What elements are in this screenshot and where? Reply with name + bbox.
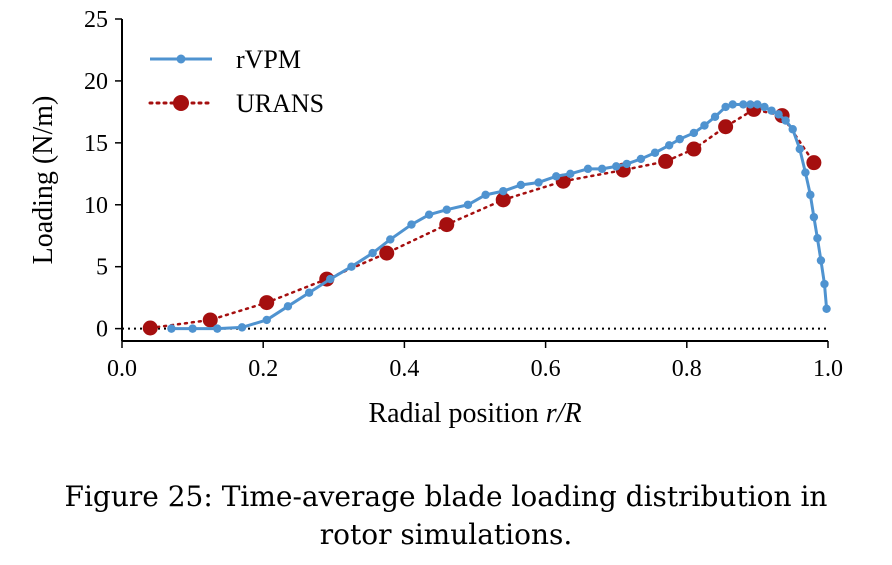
rvpm-point <box>213 324 222 333</box>
rvpm-point <box>675 134 684 144</box>
rvpm-point <box>728 100 737 109</box>
y-tick-label: 5 <box>96 255 108 281</box>
rvpm-point <box>689 128 699 138</box>
y-axis-label: Loading (N/m) <box>28 96 59 265</box>
urans-point <box>202 312 218 328</box>
rvpm-point <box>424 210 434 219</box>
legend: rVPM URANS <box>148 45 324 118</box>
urans-point <box>718 119 734 135</box>
blade-loading-chart: 0.0 0.2 0.4 0.6 0.8 1.0 0 5 10 15 20 25 Loading (N/… <box>28 7 843 429</box>
x-axis-label-text: Radial position <box>368 398 545 429</box>
urans-point <box>686 141 702 157</box>
legend-urans-label: URANS <box>236 89 324 118</box>
rvpm-point <box>612 162 621 171</box>
rvpm-point <box>499 186 508 196</box>
rvpm-point <box>463 200 473 209</box>
rvpm-series-line <box>171 102 829 331</box>
caption-line-1: Figure 25: Time-average blade loading di… <box>64 480 828 513</box>
x-tick-label: 0.6 <box>531 356 561 382</box>
axis-ticks: 0.0 0.2 0.4 0.6 0.8 1.0 0 5 10 15 20 25 <box>84 7 843 382</box>
x-tick-label: 0.8 <box>672 356 702 382</box>
rvpm-point <box>788 125 797 134</box>
rvpm-point <box>636 154 646 164</box>
rvpm-point <box>650 148 660 157</box>
rvpm-point <box>481 190 490 200</box>
rvpm-point <box>721 102 730 112</box>
urans-point <box>439 217 455 233</box>
rvpm-point <box>597 164 607 174</box>
rvpm-point <box>262 315 271 325</box>
rvpm-point <box>700 121 709 130</box>
rvpm-point <box>283 302 293 311</box>
urans-point <box>379 245 395 261</box>
urans-point <box>142 320 158 336</box>
rvpm-point <box>820 279 829 289</box>
rvpm-point <box>813 234 822 243</box>
legend-rvpm-label: rVPM <box>236 45 301 74</box>
rvpm-point <box>534 178 543 187</box>
y-tick-label: 15 <box>84 131 108 157</box>
rvpm-point <box>746 100 755 109</box>
urans-point <box>259 295 275 311</box>
data-series <box>142 100 831 336</box>
x-axis-label-variable: r/R <box>546 398 582 429</box>
rvpm-point <box>516 180 526 190</box>
rvpm-point <box>816 256 826 265</box>
caption-line-2: rotor simulations. <box>319 518 573 551</box>
rvpm-point <box>760 102 769 112</box>
rvpm-point <box>368 248 377 258</box>
rvpm-point <box>664 141 674 150</box>
rvpm-point <box>407 220 416 229</box>
figure-caption: Figure 25: Time-average blade loading di… <box>0 478 892 554</box>
rvpm-point <box>801 168 810 177</box>
rvpm-point <box>710 112 720 122</box>
rvpm-point <box>753 100 762 109</box>
rvpm-point <box>822 304 831 313</box>
urans-series-line <box>148 108 816 330</box>
rvpm-point <box>386 235 395 244</box>
y-tick-label: 0 <box>96 317 108 343</box>
rvpm-point <box>622 159 631 169</box>
legend-rvpm-marker <box>176 54 186 64</box>
x-tick-label: 0.2 <box>248 356 278 382</box>
rvpm-point <box>167 324 176 333</box>
rvpm-point <box>237 323 247 332</box>
rvpm-point <box>551 172 561 181</box>
rvpm-point <box>806 190 815 200</box>
rvpm-point <box>347 262 356 271</box>
rvpm-point <box>781 116 790 125</box>
axes <box>121 19 828 342</box>
rvpm-point <box>304 288 314 297</box>
rvpm-point <box>326 274 335 284</box>
rvpm-point <box>583 164 593 174</box>
x-tick-label: 0.0 <box>107 356 137 382</box>
urans-point <box>806 155 822 171</box>
rvpm-point <box>809 212 819 222</box>
legend-urans-marker <box>173 95 189 111</box>
rvpm-point <box>795 144 804 154</box>
y-tick-label: 25 <box>84 7 108 33</box>
rvpm-point <box>767 106 776 115</box>
rvpm-point <box>442 205 451 214</box>
y-tick-label: 10 <box>84 193 108 219</box>
rvpm-point <box>566 169 575 179</box>
x-tick-label: 0.4 <box>389 356 419 382</box>
x-tick-label: 1.0 <box>813 356 843 382</box>
y-tick-label: 20 <box>84 69 108 95</box>
rvpm-point <box>188 324 197 333</box>
x-axis-label: Radial position r/R <box>368 398 581 429</box>
urans-point <box>495 192 511 208</box>
rvpm-point <box>739 100 748 109</box>
rvpm-point <box>774 110 783 119</box>
urans-point <box>658 153 674 169</box>
